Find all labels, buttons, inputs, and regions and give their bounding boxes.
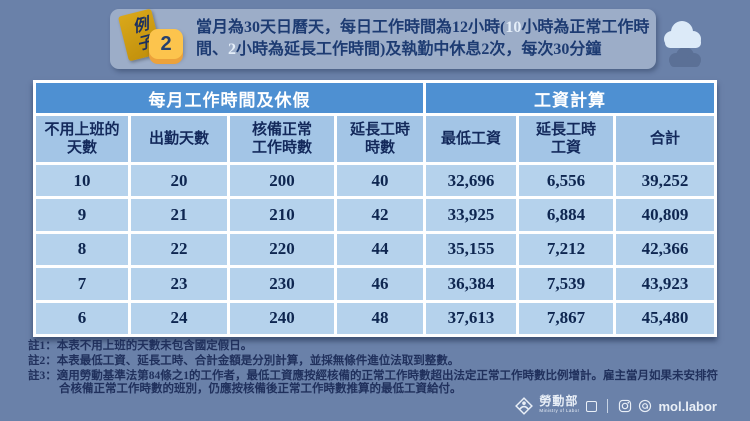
table-cell: 220 — [230, 233, 334, 266]
footnotes: 註1：本表不用上班的天數未包含國定假日。註2：本表最低工資、延長工時、合計金額是… — [28, 340, 728, 398]
ministry-name-block: 勞動部 Ministry of Labor — [539, 394, 580, 416]
instagram-icon — [619, 399, 632, 413]
column-header-cell: 核備正常 工作時數 — [230, 116, 334, 162]
table-cell: 46 — [337, 268, 423, 300]
table-cell: 200 — [230, 165, 334, 197]
table-cell: 40 — [337, 165, 423, 197]
group-header-cell: 工資計算 — [426, 83, 714, 113]
table-cell: 7,212 — [519, 233, 613, 266]
header-banner: 例子 2 當月為30天日曆天，每日工作時間為12小時(10小時為正常工作時間、2… — [110, 8, 656, 69]
table-cell: 42 — [337, 199, 423, 231]
group-header-cell: 每月工作時間及休假 — [36, 83, 423, 113]
table-cell: 240 — [230, 302, 334, 334]
table-cell: 230 — [230, 268, 334, 300]
column-header-cell: 合計 — [616, 116, 714, 162]
table-cell: 33,925 — [426, 199, 516, 231]
table-cell: 7,539 — [519, 268, 613, 300]
table-cell: 10 — [36, 165, 128, 197]
footnote: 註1：本表不用上班的天數未包含國定假日。 — [28, 340, 253, 352]
table-cell: 7,867 — [519, 302, 613, 334]
table-cell: 20 — [131, 165, 227, 197]
ministry-seal-icon — [586, 400, 598, 412]
table-cell: 22 — [131, 233, 227, 266]
footer-divider — [607, 399, 609, 413]
column-header-cell: 延長工時 時數 — [337, 116, 423, 162]
table-cell: 45,480 — [616, 302, 714, 334]
table-cell: 21 — [131, 199, 227, 231]
table-cell: 42,366 — [616, 233, 714, 266]
table-cell: 24 — [131, 302, 227, 334]
column-header-cell: 不用上班的 天數 — [36, 116, 128, 162]
footnote: 註2：本表最低工資、延長工時、合計金額是分別計算，並採無條件進位法取到整數。 — [28, 354, 460, 367]
table-cell: 32,696 — [426, 165, 516, 197]
table-cell: 36,384 — [426, 268, 516, 300]
example-badge-number: 2 — [149, 29, 183, 59]
table-cell: 48 — [337, 302, 423, 334]
footnote: 註3：適用勞動基準法第84條之1的工作者，最低工資應按經核備的正常工作時數超出法… — [28, 369, 718, 396]
social-handle: mol.labor — [658, 398, 717, 414]
table-cell: 44 — [337, 233, 423, 266]
column-header-cell: 延長工時 工資 — [519, 116, 613, 162]
footer: 勞動部 Ministry of Labor mol.labor — [515, 395, 717, 417]
header-text-segment: 2 — [228, 40, 237, 58]
table-cell: 8 — [36, 233, 128, 266]
table-cell: 6,884 — [519, 199, 613, 231]
table-cell: 9 — [36, 199, 128, 231]
header-text-segment: 10 — [505, 19, 522, 36]
table-cell: 6,556 — [519, 165, 613, 197]
table-cell: 23 — [131, 268, 227, 300]
table-cell: 43,923 — [616, 268, 714, 300]
ministry-subtitle: Ministry of Labor — [539, 408, 580, 413]
table-cell: 37,613 — [426, 302, 516, 334]
header-text-segment: 小時為正常工作時間、 — [196, 19, 650, 58]
mol-logo-icon — [515, 397, 534, 415]
table-cell: 39,252 — [616, 165, 714, 197]
table-cell: 40,809 — [616, 199, 714, 231]
wage-table: 每月工作時間及休假 工資計算不用上班的 天數 出勤天數 核備正常 工作時數 延長工時 時… — [33, 80, 717, 337]
table-cell: 35,155 — [426, 233, 516, 266]
header-description: 當月為30天日曆天，每日工作時間為12小時(10小時為正常工作時間、2小時為延長… — [196, 17, 654, 60]
header-text-segment: 當月為30天日曆天，每日工作時間為12小時( — [196, 19, 506, 36]
threads-icon — [639, 399, 652, 413]
column-header-cell: 出勤天數 — [131, 116, 227, 162]
table-cell: 6 — [36, 302, 128, 334]
column-header-cell: 最低工資 — [426, 116, 516, 162]
ministry-name: 勞動部 — [539, 394, 579, 408]
table-cell: 7 — [36, 268, 128, 300]
cloud-icon — [658, 20, 710, 77]
table-cell: 210 — [230, 199, 334, 231]
header-text-segment: 小時為延長工作時間)及執勤中休息2次，每次30分鐘 — [236, 40, 602, 58]
